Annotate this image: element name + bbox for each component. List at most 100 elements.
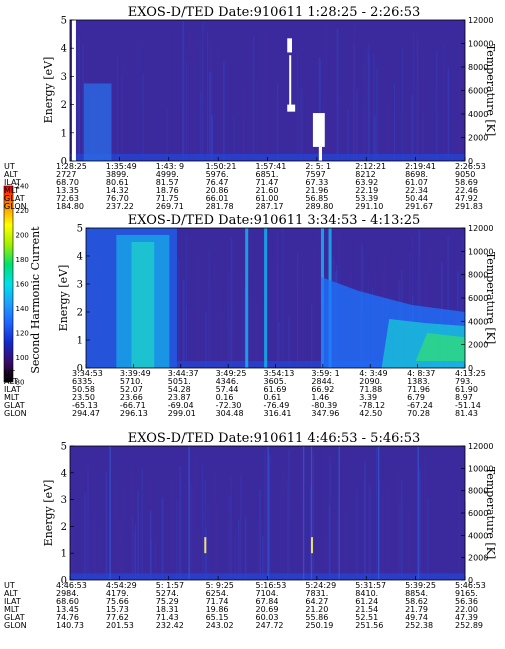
panel-1-spectral-streak — [435, 82, 437, 161]
panel-1-spectral-streak — [415, 28, 418, 161]
panel-1-spectral-streak — [405, 115, 408, 161]
panel-2-title: EXOS-D/TED Date:910611 3:34:53 - 4:13:25 — [128, 213, 421, 228]
panel-3-y-tick-label: 2 — [61, 522, 67, 533]
panel-3-row-value: 49.74 — [405, 613, 428, 622]
panel-2-spectral-streak — [241, 277, 244, 368]
panel-1-row-value: 22.34 — [405, 186, 428, 195]
panel-2-row-value: 42.50 — [359, 409, 382, 418]
panel-2-row-label: GLAT — [4, 401, 25, 410]
panel-3-spectral-streak — [150, 538, 152, 580]
panel-2-row-value: 57.44 — [216, 385, 239, 394]
panel-1-spectral-streak — [367, 44, 370, 161]
panel-1-row-label: MLT — [4, 186, 19, 195]
panel-3-spectral-streak — [195, 453, 197, 580]
panel-3-spectral-streak — [240, 469, 243, 580]
panel-2-row-value: 61.69 — [264, 385, 287, 394]
panel-3-spectral-streak — [114, 497, 115, 580]
panel-1-spectral-streak — [256, 81, 258, 161]
panel-3-spectral-streak — [149, 479, 151, 580]
panel-3-spectral-streak — [375, 455, 377, 580]
panel-2-spectral-streak — [185, 318, 187, 368]
panel-1-row-value: 289.80 — [305, 202, 333, 211]
panel-1-spectral-streak — [297, 52, 299, 161]
panel-3-spectral-streak — [131, 516, 134, 580]
panel-1-row-value: 50.44 — [405, 194, 428, 203]
panel-1-spectral-streak — [190, 21, 193, 162]
panel-1-spectral-streak — [120, 76, 123, 161]
panel-3-spectral-streak — [363, 476, 366, 580]
panel-2-row-value: 793. — [455, 377, 473, 386]
panel-3-spike-line — [378, 446, 380, 580]
panel-1-spectral-streak — [186, 58, 188, 161]
panel-3-spectral-streak — [309, 485, 312, 580]
panel-1-y-tick-label: 2 — [61, 100, 67, 111]
panel-3-spectral-streak — [203, 455, 204, 580]
panel-3-spectral-streak — [259, 489, 262, 580]
panel-1-row-value: 20.86 — [206, 186, 229, 195]
panel-2-row-value: 81.43 — [455, 409, 478, 418]
panel-1-row-value: 9050 — [455, 170, 475, 179]
panel-1-spectral-streak — [447, 68, 450, 161]
panel-3-spectral-streak — [244, 516, 247, 580]
panel-3-spectral-streak — [205, 528, 207, 580]
panel-3-row-value: 9165. — [455, 589, 478, 598]
panel-3-spectral-streak — [277, 510, 279, 580]
panel-1-spectral-streak — [198, 50, 200, 162]
panel-1-spectral-streak — [391, 118, 394, 161]
panel-1-spectral-streak — [336, 28, 339, 162]
panel-1-ephemeris-table: UT 1:28:25 1:35:49 1:43: 9 1:50:21 1:57:41 2: … — [4, 162, 486, 211]
panel-2-spectral-streak — [314, 267, 316, 368]
panel-1-spectral-streak — [459, 43, 462, 161]
panel-3-row-value: 68.60 — [56, 597, 79, 606]
panel-1-spectral-streak — [113, 23, 114, 162]
panel-1-spectral-streak — [79, 93, 81, 161]
panel-1-spectral-streak — [166, 109, 168, 161]
panel-1-row-value: 61.00 — [256, 194, 279, 203]
panel-2-row-value: 3:34:53 — [72, 369, 103, 378]
panel-2-row-value: -78.12 — [359, 401, 385, 410]
panel-3-spectral-streak — [295, 525, 296, 580]
panel-3-row-label: MLT — [4, 605, 19, 614]
panel-3-spike-line — [303, 446, 305, 580]
panel-3-y2-label: Temperature [K] — [484, 467, 497, 559]
panel-1-y2-tick-label: 4000 — [468, 110, 488, 119]
colorbar-ticks: 80 100 120 140 160 180 200 220 240 — [16, 183, 29, 387]
panel-2-row-label: ALT — [4, 377, 18, 386]
panel-1-spectral-streak — [385, 58, 388, 161]
panel-1-spectral-streak — [77, 92, 80, 161]
panel-1-row-value: 58.69 — [455, 178, 478, 187]
panel-3-spectral-streak — [376, 494, 378, 580]
panel-1-spectral-streak — [242, 116, 245, 161]
panel-2-row-value: 8.97 — [455, 393, 473, 402]
panel-3-spectral-streak — [234, 536, 237, 580]
panel-1-row-value: 13.35 — [56, 186, 79, 195]
panel-3-spectral-streak — [387, 462, 389, 580]
panel-1-row-value: 1:43: 9 — [156, 162, 184, 171]
panel-3-row-value: 5: 1:57 — [156, 581, 184, 590]
panel-3-spectral-streak — [213, 471, 216, 580]
panel-1-row-value: 3899. — [106, 170, 129, 179]
panel-3-spectral-streak — [313, 454, 314, 580]
panel-3-spectral-streak — [164, 452, 165, 580]
panel-1-spectral-streak — [402, 48, 404, 161]
panel-3-spectral-streak — [129, 475, 131, 580]
panel-1-y-label: Energy [eV] — [42, 57, 55, 124]
panel-2-spectral-streak — [249, 293, 251, 368]
panel-2-row-value: 23.87 — [168, 393, 191, 402]
panel-1-row-value: 291.10 — [355, 202, 383, 211]
panel-1-spectral-streak — [353, 43, 355, 161]
panel-3-spectral-streak — [356, 488, 358, 580]
panel-1-spectral-streak — [210, 51, 212, 161]
colorbar-tick-label: 100 — [16, 354, 29, 362]
panel-2-row-value: 71.88 — [359, 385, 382, 394]
panel-1-spectral-streak — [182, 20, 184, 162]
panel-3-spectral-streak — [84, 494, 86, 580]
panel-3-row-value: 5274. — [156, 589, 179, 598]
panel-1-spectral-streak — [354, 26, 356, 161]
panel-3-spectral-streak — [323, 533, 326, 580]
panel-1-y2-tick-label: 2000 — [468, 134, 488, 143]
panel-3-row-value: 140.73 — [56, 621, 84, 630]
panel-2-spectral-streak — [429, 246, 431, 368]
panel-3-row-value: 5:46:53 — [455, 581, 486, 590]
